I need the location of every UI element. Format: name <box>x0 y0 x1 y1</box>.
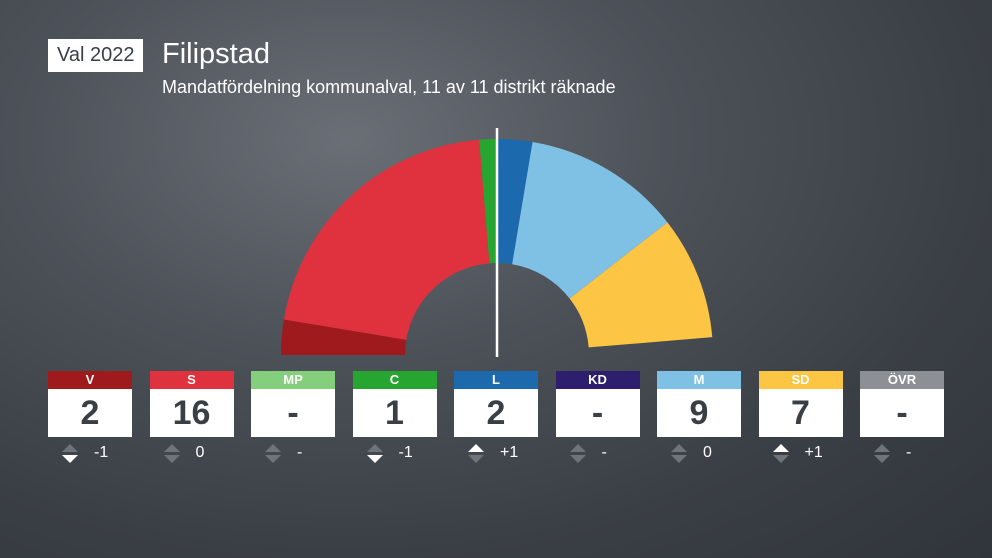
seat-segment-m <box>512 141 668 299</box>
seat-change: - <box>556 441 640 465</box>
seat-segment-s <box>283 139 490 340</box>
seat-change-value: +1 <box>500 444 519 461</box>
change-arrows-icon <box>874 444 890 463</box>
arrow-up-icon <box>671 444 687 452</box>
party-code: SD <box>758 371 843 389</box>
seat-change-value: 0 <box>703 444 712 461</box>
party-seats: 1 <box>352 389 437 437</box>
arrow-down-icon <box>163 455 180 463</box>
change-arrows-icon <box>62 444 78 463</box>
party-card-kd: KD - - <box>555 371 640 465</box>
party-code: MP <box>251 371 335 389</box>
change-arrows-icon <box>265 444 281 463</box>
seat-change: - <box>860 441 944 465</box>
arrow-down-icon <box>265 455 281 463</box>
arrow-down-icon <box>569 455 586 463</box>
party-code: L <box>454 371 538 389</box>
arrow-up-icon <box>366 444 383 452</box>
chart-subtitle: Mandatfördelning kommunalval, 11 av 11 d… <box>162 77 616 97</box>
change-arrows-icon <box>671 444 687 463</box>
municipality-title: Filipstad <box>162 38 270 70</box>
party-code: V <box>48 371 132 389</box>
party-card-c: C 1 -1 <box>352 371 437 465</box>
party-seats: - <box>251 389 335 437</box>
seat-change: -1 <box>353 441 437 465</box>
seat-change-value: +1 <box>804 444 823 461</box>
party-seats: 9 <box>657 389 741 437</box>
arrow-down-icon <box>62 455 78 463</box>
arrow-up-icon <box>62 444 78 452</box>
party-card-l: L 2 +1 <box>454 371 538 465</box>
change-arrows-icon <box>468 444 484 463</box>
seat-change: +1 <box>759 441 843 465</box>
change-arrows-icon <box>163 444 180 463</box>
arrow-up-icon <box>265 444 281 452</box>
seat-segment-l <box>497 139 533 265</box>
seat-change: -1 <box>48 441 132 465</box>
seat-change-value: - <box>297 444 303 461</box>
party-seats: 2 <box>454 389 538 437</box>
arrow-up-icon <box>874 444 890 452</box>
party-card-s: S 16 0 <box>149 371 234 465</box>
seat-change: +1 <box>454 441 538 465</box>
arrow-down-icon <box>874 455 890 463</box>
arrow-down-icon <box>671 455 687 463</box>
party-code: KD <box>555 371 640 389</box>
party-seats: 2 <box>48 389 132 437</box>
seat-segment-sd <box>569 222 713 348</box>
party-card-övr: ÖVR - - <box>860 371 944 465</box>
seat-change-value: -1 <box>94 444 109 461</box>
seat-change: - <box>251 441 335 465</box>
party-code: C <box>352 371 437 389</box>
seat-change-value: 0 <box>195 444 205 461</box>
seat-change: 0 <box>657 441 741 465</box>
arrow-down-icon <box>366 455 383 463</box>
seat-change-value: - <box>906 444 912 461</box>
party-code: M <box>657 371 741 389</box>
party-seats: 7 <box>758 389 843 437</box>
party-code: S <box>149 371 234 389</box>
arrow-up-icon <box>163 444 180 452</box>
change-arrows-icon <box>366 444 383 463</box>
seat-change-value: - <box>601 444 607 461</box>
change-arrows-icon <box>569 444 586 463</box>
year-badge: Val 2022 <box>48 39 144 72</box>
arrow-up-icon <box>772 444 789 452</box>
party-seats: - <box>555 389 640 437</box>
seat-change: 0 <box>150 441 234 465</box>
arrow-up-icon <box>569 444 586 452</box>
party-card-v: V 2 -1 <box>48 371 132 465</box>
seat-segment-v <box>281 319 407 355</box>
party-card-sd: SD 7 +1 <box>758 371 843 465</box>
party-card-mp: MP - - <box>251 371 335 465</box>
arrow-up-icon <box>468 444 484 452</box>
party-seats: 16 <box>149 389 234 437</box>
arrow-down-icon <box>772 455 789 463</box>
party-seats: - <box>860 389 944 437</box>
seat-change-value: -1 <box>398 444 413 461</box>
party-code: ÖVR <box>860 371 944 389</box>
seat-segment-c <box>479 139 497 264</box>
change-arrows-icon <box>772 444 789 463</box>
arrow-down-icon <box>468 455 484 463</box>
